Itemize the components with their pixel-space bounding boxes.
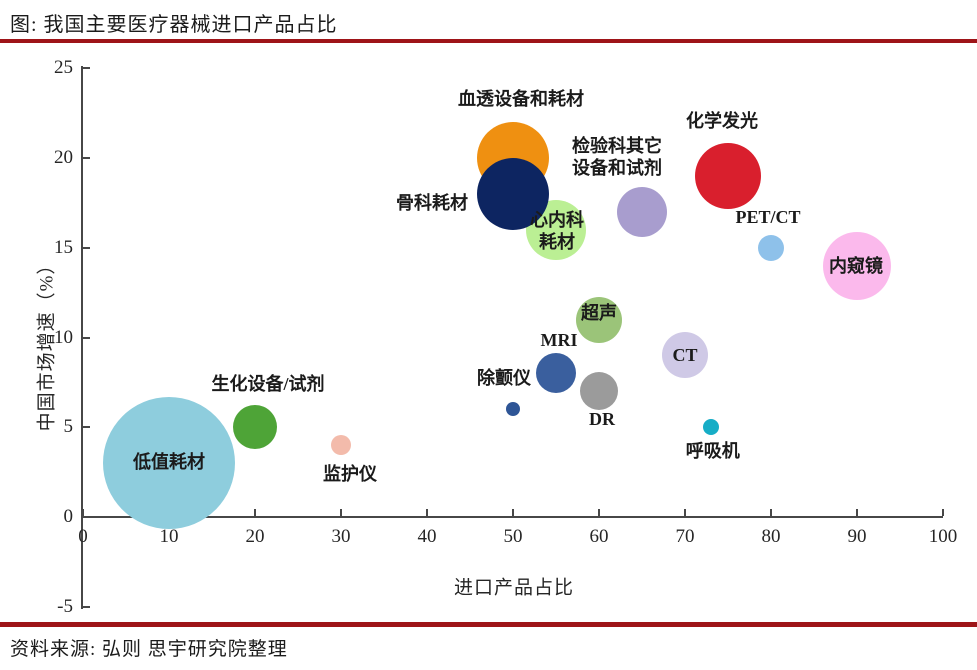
y-tick-label: 20 [54,146,73,168]
bubble [617,186,667,237]
top-divider [0,39,977,43]
bubble-label: 呼吸机 [686,440,740,462]
bubble-label-line: 超声 [581,302,617,323]
x-tick [942,509,944,517]
bubble-label: 内窥镜 [829,255,883,277]
bubble-label-line: DR [589,409,615,430]
y-tick-label: 15 [54,236,73,258]
bubble [576,296,622,343]
x-tick-label: 80 [761,526,781,548]
bubble [580,372,618,411]
bubble-label-line: 内窥镜 [829,255,883,276]
bubble [662,332,708,379]
x-tick [856,509,858,517]
x-tick-label: 70 [675,526,695,548]
bubble-label: PET/CT [735,206,800,228]
source-note: 资料来源: 弘则 思宇研究院整理 [10,639,288,660]
y-tick [82,156,90,159]
bubble-chart: 中国市场增速（%） 进口产品占比 0 10 20 30 40 50 60 70 80 90 100 2… [0,46,977,620]
x-tick [770,509,772,517]
x-tick [254,509,256,517]
bubble [477,157,549,230]
bubble [233,405,277,450]
bubble-label-line: 设备和试剂 [572,157,662,178]
bubble-label-line: 心内科 [530,209,584,230]
bubble-label: 化学发光 [686,110,758,132]
y-tick-label: 10 [54,326,73,348]
x-tick [598,509,600,517]
bubble-label: 检验科其它 设备和试剂 [572,135,662,179]
y-tick [82,67,90,69]
y-tick [82,426,90,429]
y-tick [82,246,90,249]
x-tick-label: 50 [503,526,523,548]
x-tick [684,509,686,517]
x-tick-label: 60 [589,526,609,548]
x-tick [340,509,342,517]
bubble-label: 生化设备/试剂 [211,373,324,395]
chart-title: 图: 我国主要医疗器械进口产品占比 [10,14,338,36]
bubble-label-line: 监护仪 [323,464,377,485]
y-tick-label: 0 [63,506,74,528]
bubble-label-line: 骨科耗材 [396,192,468,213]
y-tick-label: 25 [54,57,73,78]
bubble-label-line: PET/CT [735,206,801,227]
x-tick-label: 90 [847,526,867,548]
bubble-label: MRI [541,329,578,351]
y-tick [82,516,90,519]
x-tick-label: 20 [245,526,265,548]
bubble [702,419,719,436]
bubble-label-line: 生化设备/试剂 [211,374,325,395]
bubble-label-line: 检验科其它 [572,135,662,156]
bubble-label-line: 低值耗材 [133,452,205,473]
bubble [823,231,891,300]
bubble-label-line: CT [672,345,698,366]
x-tick [82,509,84,517]
bubble [695,142,761,209]
bubble-label: 除颤仪 [477,367,531,389]
bubble-label: 心内科 耗材 [530,209,584,253]
bubble-label-line: 化学发光 [686,110,758,131]
x-tick-label: 30 [331,526,351,548]
y-tick-label: -5 [57,596,73,617]
bubble [331,435,351,456]
x-tick-label: 10 [159,526,179,548]
bubble-label-line: MRI [540,330,578,351]
bubble-label: 超声 [581,302,617,324]
bubble-label-line: 除颤仪 [477,368,531,389]
bubble-label: 骨科耗材 [396,192,468,214]
bubble-label-line: 耗材 [539,231,575,252]
bubble-label: CT [672,344,697,366]
bubble [536,353,576,394]
y-tick [82,606,90,608]
bubble-label-line: 血透设备和耗材 [458,88,584,109]
bubble-label: 低值耗材 [133,451,205,473]
bottom-divider [0,622,977,627]
bubble [758,234,784,261]
x-tick-label: 100 [928,526,958,548]
x-tick-label: 0 [78,526,88,548]
x-tick [426,509,428,517]
x-axis-title: 进口产品占比 [453,577,575,599]
x-tick [512,509,514,517]
bubble-label: 血透设备和耗材 [458,88,584,110]
y-tick [82,336,90,339]
x-axis-line [81,516,943,519]
bubble [506,402,520,417]
x-tick-label: 40 [417,526,437,548]
bubble-label-line: 呼吸机 [685,441,740,462]
bubble-label: DR [589,408,615,430]
bubble-label: 监护仪 [323,463,377,485]
y-tick-label: 5 [63,416,74,438]
bubble [103,397,235,530]
